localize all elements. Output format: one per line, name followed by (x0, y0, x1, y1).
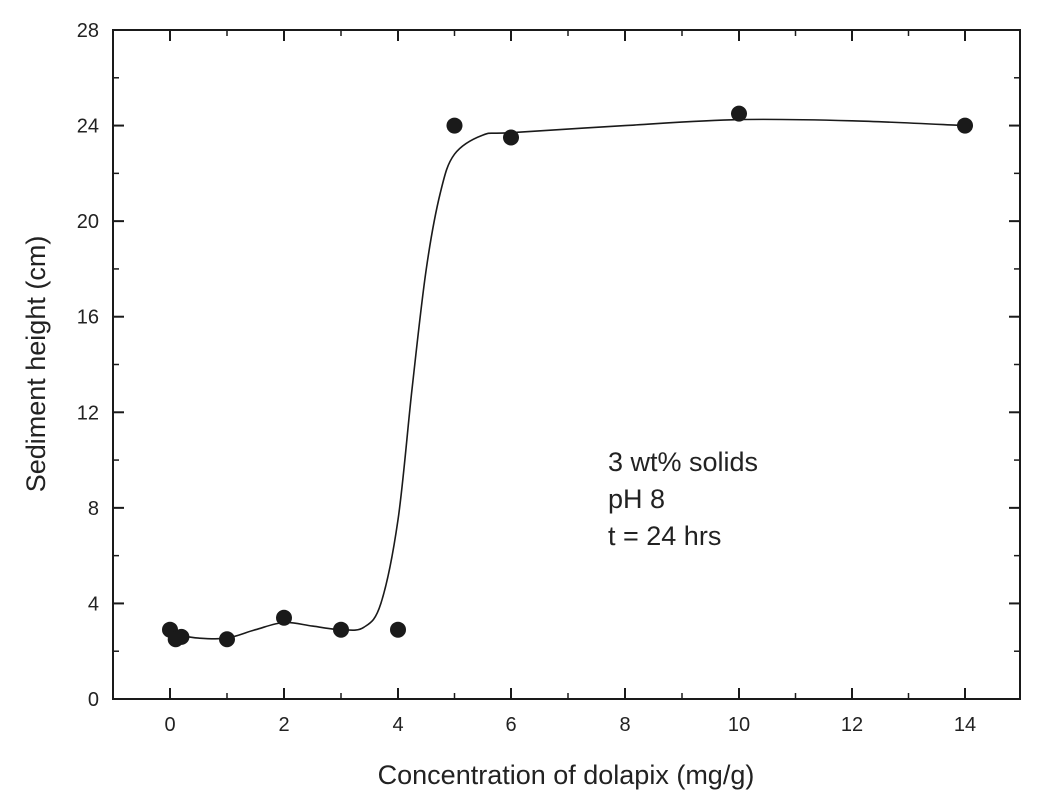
x-tick-label: 4 (392, 714, 403, 736)
data-point (446, 117, 463, 134)
data-point (276, 609, 292, 626)
x-tick-label: 10 (728, 714, 750, 736)
plot-frame (112, 29, 1021, 700)
annotation-line-ph: pH 8 (608, 484, 665, 514)
axis-ticks (113, 29, 1020, 700)
y-tick-label: 24 (77, 116, 99, 138)
x-tick-label: 8 (619, 714, 630, 736)
x-tick-label: 6 (505, 714, 516, 736)
data-point (333, 621, 349, 638)
data-point (957, 117, 973, 134)
y-tick-label: 4 (88, 593, 99, 615)
x-axis-label: Concentration of dolapix (mg/g) (378, 760, 755, 790)
data-point (219, 631, 235, 648)
fit-curve (175, 118, 966, 640)
y-tick-label: 28 (77, 20, 99, 42)
data-point (390, 621, 406, 638)
x-tick-label: 12 (841, 714, 863, 736)
data-point (503, 129, 519, 146)
y-tick-label: 0 (88, 689, 99, 711)
annotation: 3 wt% solids pH 8 t = 24 hrs (608, 447, 758, 551)
y-tick-label: 12 (77, 402, 99, 424)
x-tick-label: 2 (278, 714, 289, 736)
y-tick-label: 16 (77, 307, 99, 329)
x-tick-label: 0 (164, 714, 175, 736)
data-point (731, 105, 747, 122)
data-points (162, 105, 973, 648)
y-tick-label: 8 (88, 498, 99, 520)
annotation-line-time: t = 24 hrs (608, 521, 721, 551)
y-tick-label: 20 (77, 211, 99, 233)
data-point (173, 628, 190, 645)
x-tick-label: 14 (954, 714, 976, 736)
y-axis-label: Sediment height (cm) (21, 236, 51, 493)
annotation-line-solids: 3 wt% solids (608, 447, 758, 477)
